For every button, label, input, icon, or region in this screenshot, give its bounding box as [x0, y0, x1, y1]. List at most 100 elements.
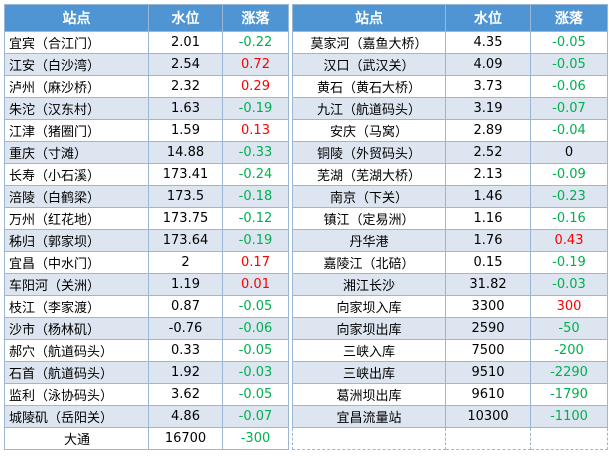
station-cell: 朱沱（汉东村） — [4, 97, 149, 120]
level-cell: 3.73 — [445, 75, 531, 98]
change-cell: 0.29 — [222, 75, 289, 98]
row: 朱沱（汉东村） 1.63 -0.19 — [4, 97, 289, 120]
level-cell: 7500 — [445, 339, 531, 362]
change-cell: -0.04 — [530, 119, 608, 142]
station-cell: 监利（泳协码头） — [4, 383, 149, 406]
level-cell: 1.59 — [148, 119, 223, 142]
header-cell: 水位 — [445, 4, 531, 32]
level-cell: 0.15 — [445, 251, 531, 274]
level-cell: 173.75 — [148, 207, 223, 230]
row: 城陵矶（岳阳关） 4.86 -0.07 — [4, 405, 289, 428]
row: 江安（白沙湾） 2.54 0.72 — [4, 53, 289, 76]
level-cell: 3.62 — [148, 383, 223, 406]
header-row: 站点 水位 涨落 — [4, 4, 289, 32]
level-cell: 1.92 — [148, 361, 223, 384]
blank-row — [292, 427, 608, 450]
station-cell: 大通 — [4, 427, 149, 450]
change-cell: -0.23 — [530, 185, 608, 208]
change-cell: -0.22 — [222, 31, 289, 54]
level-cell: 4.86 — [148, 405, 223, 428]
level-cell: 16700 — [148, 427, 223, 450]
level-cell: 2.32 — [148, 75, 223, 98]
change-cell: -0.05 — [222, 295, 289, 318]
row: 长寿（小石溪） 173.41 -0.24 — [4, 163, 289, 186]
row: 宜宾（合江门） 2.01 -0.22 — [4, 31, 289, 54]
change-cell: -200 — [530, 339, 608, 362]
row: 向家坝入库 3300 300 — [292, 295, 608, 318]
change-cell: -0.03 — [222, 361, 289, 384]
station-cell: 城陵矶（岳阳关） — [4, 405, 149, 428]
change-cell: -0.09 — [530, 163, 608, 186]
station-cell: 江安（白沙湾） — [4, 53, 149, 76]
right-table: 站点 水位 涨落 莫家河（嘉鱼大桥） 4.35 -0.05 汉口（武汉关） 4.09 -0.0… — [292, 4, 608, 450]
row: 泸州（麻沙桥） 2.32 0.29 — [4, 75, 289, 98]
change-cell: 300 — [530, 295, 608, 318]
change-cell: -2290 — [530, 361, 608, 384]
change-cell: -0.19 — [530, 251, 608, 274]
level-cell: 173.5 — [148, 185, 223, 208]
change-cell: 0.72 — [222, 53, 289, 76]
level-cell: 2.89 — [445, 119, 531, 142]
row: 江津（猪圈门） 1.59 0.13 — [4, 119, 289, 142]
change-cell: 0.17 — [222, 251, 289, 274]
change-cell: -1790 — [530, 383, 608, 406]
level-cell: 1.19 — [148, 273, 223, 296]
water-level-report: 站点 水位 涨落 宜宾（合江门） 2.01 -0.22 江安（白沙湾） 2.54 0.72 泸州… — [4, 4, 608, 452]
row: 芜湖（芜湖大桥） 2.13 -0.09 — [292, 163, 608, 186]
station-cell: 三峡出库 — [292, 361, 446, 384]
change-cell: -0.03 — [530, 273, 608, 296]
row: 丹华港 1.76 0.43 — [292, 229, 608, 252]
level-cell: 2 — [148, 251, 223, 274]
blank-cell — [530, 427, 608, 450]
header-cell: 涨落 — [222, 4, 289, 32]
station-cell: 南京（下关） — [292, 185, 446, 208]
level-cell: 173.64 — [148, 229, 223, 252]
change-cell: -0.18 — [222, 185, 289, 208]
level-cell: 173.41 — [148, 163, 223, 186]
level-cell: 1.63 — [148, 97, 223, 120]
level-cell: 2.13 — [445, 163, 531, 186]
station-cell: 宜宾（合江门） — [4, 31, 149, 54]
change-cell: 0.43 — [530, 229, 608, 252]
row: 莫家河（嘉鱼大桥） 4.35 -0.05 — [292, 31, 608, 54]
row: 大通 16700 -300 — [4, 427, 289, 450]
change-cell: -0.05 — [530, 53, 608, 76]
change-cell: -0.19 — [222, 97, 289, 120]
station-cell: 宜昌（中水门） — [4, 251, 149, 274]
row: 宜昌流量站 10300 -1100 — [292, 405, 608, 428]
row: 安庆（马窝） 2.89 -0.04 — [292, 119, 608, 142]
level-cell: 3300 — [445, 295, 531, 318]
level-cell: -0.76 — [148, 317, 223, 340]
change-cell: -0.12 — [222, 207, 289, 230]
row: 涪陵（白鹤梁） 173.5 -0.18 — [4, 185, 289, 208]
station-cell: 枝江（李家渡） — [4, 295, 149, 318]
level-cell: 4.35 — [445, 31, 531, 54]
header-cell: 站点 — [4, 4, 149, 32]
station-cell: 秭归（郭家坝） — [4, 229, 149, 252]
level-cell: 0.33 — [148, 339, 223, 362]
row: 宜昌（中水门） 2 0.17 — [4, 251, 289, 274]
station-cell: 宜昌流量站 — [292, 405, 446, 428]
row: 枝江（李家渡） 0.87 -0.05 — [4, 295, 289, 318]
row: 黄石（黄石大桥） 3.73 -0.06 — [292, 75, 608, 98]
row: 向家坝出库 2590 -50 — [292, 317, 608, 340]
change-cell: -0.07 — [222, 405, 289, 428]
station-cell: 车阳河（关洲） — [4, 273, 149, 296]
change-cell: -50 — [530, 317, 608, 340]
station-cell: 莫家河（嘉鱼大桥） — [292, 31, 446, 54]
station-cell: 九江（航道码头） — [292, 97, 446, 120]
row: 南京（下关） 1.46 -0.23 — [292, 185, 608, 208]
level-cell: 1.76 — [445, 229, 531, 252]
station-cell: 向家坝出库 — [292, 317, 446, 340]
row: 湘江长沙 31.82 -0.03 — [292, 273, 608, 296]
level-cell: 4.09 — [445, 53, 531, 76]
level-cell: 10300 — [445, 405, 531, 428]
level-cell: 9510 — [445, 361, 531, 384]
level-cell: 31.82 — [445, 273, 531, 296]
station-cell: 嘉陵江（北碚） — [292, 251, 446, 274]
row: 铜陵（外贸码头） 2.52 0 — [292, 141, 608, 164]
change-cell: -0.33 — [222, 141, 289, 164]
row: 万州（红花地） 173.75 -0.12 — [4, 207, 289, 230]
level-cell: 0.87 — [148, 295, 223, 318]
header-cell: 水位 — [148, 4, 223, 32]
